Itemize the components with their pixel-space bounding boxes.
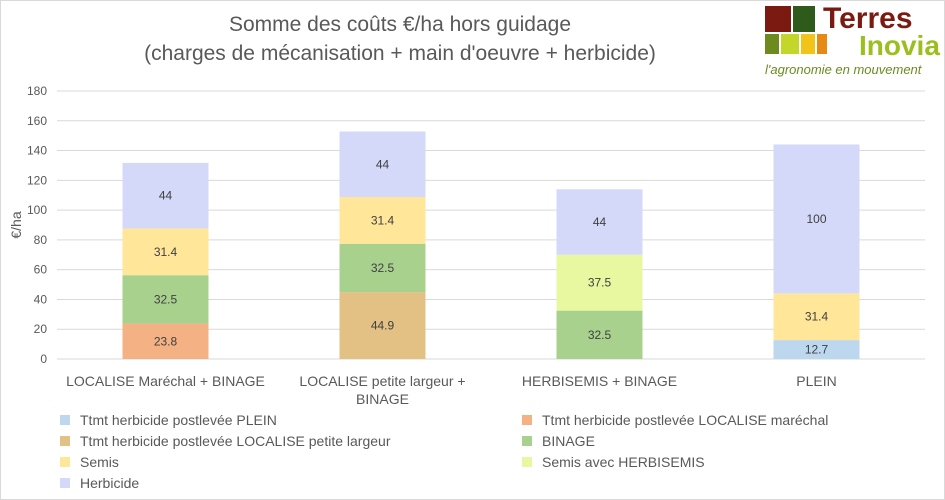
data-label: 31.4 bbox=[805, 310, 829, 324]
bar-segment bbox=[339, 131, 426, 198]
chart-title-line1: Somme des coûts €/ha hors guidage bbox=[228, 13, 572, 36]
data-label: 44 bbox=[593, 215, 607, 229]
logo-square-olive bbox=[765, 34, 779, 54]
bar-segment bbox=[556, 189, 643, 255]
chart-title-line2: (charges de mécanisation + main d'oeuvre… bbox=[144, 42, 656, 65]
y-tick-label: 160 bbox=[27, 114, 47, 128]
y-tick-label: 60 bbox=[34, 263, 48, 277]
x-category-label: PLEIN bbox=[796, 373, 836, 389]
x-category-label: HERBISEMIS + BINAGE bbox=[522, 373, 677, 389]
data-label: 32.5 bbox=[154, 292, 178, 306]
y-tick-label: 100 bbox=[27, 203, 47, 217]
bar-segment bbox=[339, 292, 426, 359]
y-tick-label: 180 bbox=[27, 84, 47, 98]
logo-square-dark-green bbox=[793, 6, 815, 32]
x-category-label: LOCALISE petite largeur + BINAGE bbox=[299, 373, 465, 407]
y-tick-label: 140 bbox=[27, 144, 47, 158]
logo-square-lime bbox=[781, 34, 799, 54]
data-label: 31.4 bbox=[371, 213, 395, 227]
data-label: 44 bbox=[159, 189, 173, 203]
bar-segment bbox=[339, 197, 426, 244]
logo-square-yellow bbox=[801, 34, 815, 54]
x-category-label: LOCALISE Maréchal + BINAGE bbox=[66, 373, 265, 389]
data-label: 12.7 bbox=[805, 343, 829, 357]
data-label: 37.5 bbox=[588, 276, 612, 290]
data-label: 32.5 bbox=[371, 261, 395, 275]
logo-square-dark-red bbox=[765, 6, 791, 32]
bar-segment bbox=[773, 144, 860, 294]
y-tick-label: 0 bbox=[40, 352, 47, 366]
bar-segment bbox=[556, 310, 643, 359]
terres-inovia-logo: Terres Inovia l'agronomie en mouvement bbox=[763, 4, 941, 80]
data-label: 23.8 bbox=[154, 334, 178, 348]
logo-word-terres: Terres bbox=[823, 2, 913, 35]
bar-segment bbox=[122, 162, 209, 229]
data-label: 44.9 bbox=[371, 319, 395, 333]
bar-segment bbox=[556, 254, 643, 311]
data-label: 31.4 bbox=[154, 245, 178, 259]
bar-segment bbox=[122, 275, 209, 324]
bar-segment bbox=[122, 228, 209, 276]
y-tick-label: 120 bbox=[27, 173, 47, 187]
data-label: 100 bbox=[806, 212, 826, 226]
y-tick-label: 20 bbox=[34, 322, 48, 336]
logo-tagline: l'agronomie en mouvement bbox=[765, 62, 922, 77]
y-tick-label: 40 bbox=[34, 292, 48, 306]
bar-segment bbox=[773, 293, 860, 341]
y-axis-label: €/ha bbox=[8, 211, 24, 238]
y-tick-label: 80 bbox=[34, 233, 48, 247]
bar-segment bbox=[122, 323, 209, 359]
data-label: 44 bbox=[376, 157, 390, 171]
data-label: 32.5 bbox=[588, 328, 612, 342]
chart-title: Somme des coûts €/ha hors guidage (charg… bbox=[130, 10, 670, 68]
bar-segment bbox=[339, 243, 426, 293]
bar-segment bbox=[773, 340, 860, 359]
logo-word-inovia: Inovia bbox=[859, 30, 940, 61]
logo-square-orange bbox=[817, 34, 827, 54]
